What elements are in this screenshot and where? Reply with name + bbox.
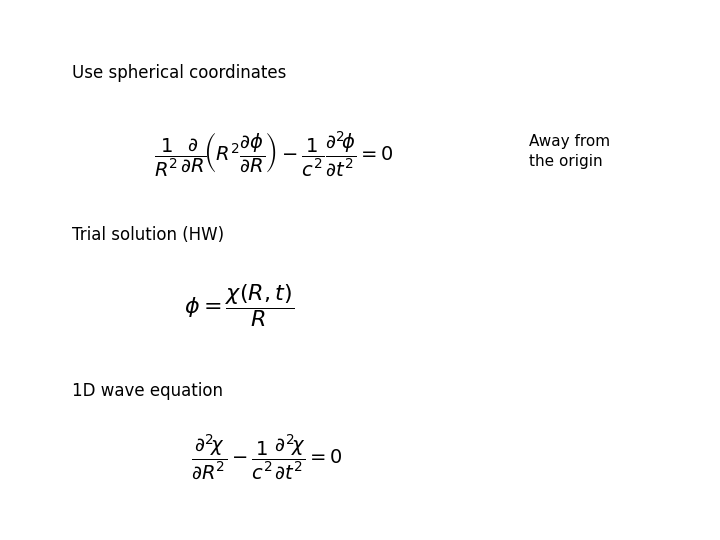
Text: Away from
the origin: Away from the origin — [529, 134, 611, 168]
Text: $\dfrac{\partial^2\!\chi}{\partial R^2} - \dfrac{1}{c^2}\dfrac{\partial^2\!\chi}: $\dfrac{\partial^2\!\chi}{\partial R^2} … — [191, 432, 342, 481]
Text: 1D wave equation: 1D wave equation — [72, 382, 223, 401]
Text: $\phi = \dfrac{\chi(R,t)}{R}$: $\phi = \dfrac{\chi(R,t)}{R}$ — [184, 282, 294, 328]
Text: $\dfrac{1}{R^2}\dfrac{\partial}{\partial R}\!\left(R^2\dfrac{\partial\phi}{\part: $\dfrac{1}{R^2}\dfrac{\partial}{\partial… — [154, 130, 393, 178]
Text: Use spherical coordinates: Use spherical coordinates — [72, 64, 287, 82]
Text: Trial solution (HW): Trial solution (HW) — [72, 226, 224, 244]
